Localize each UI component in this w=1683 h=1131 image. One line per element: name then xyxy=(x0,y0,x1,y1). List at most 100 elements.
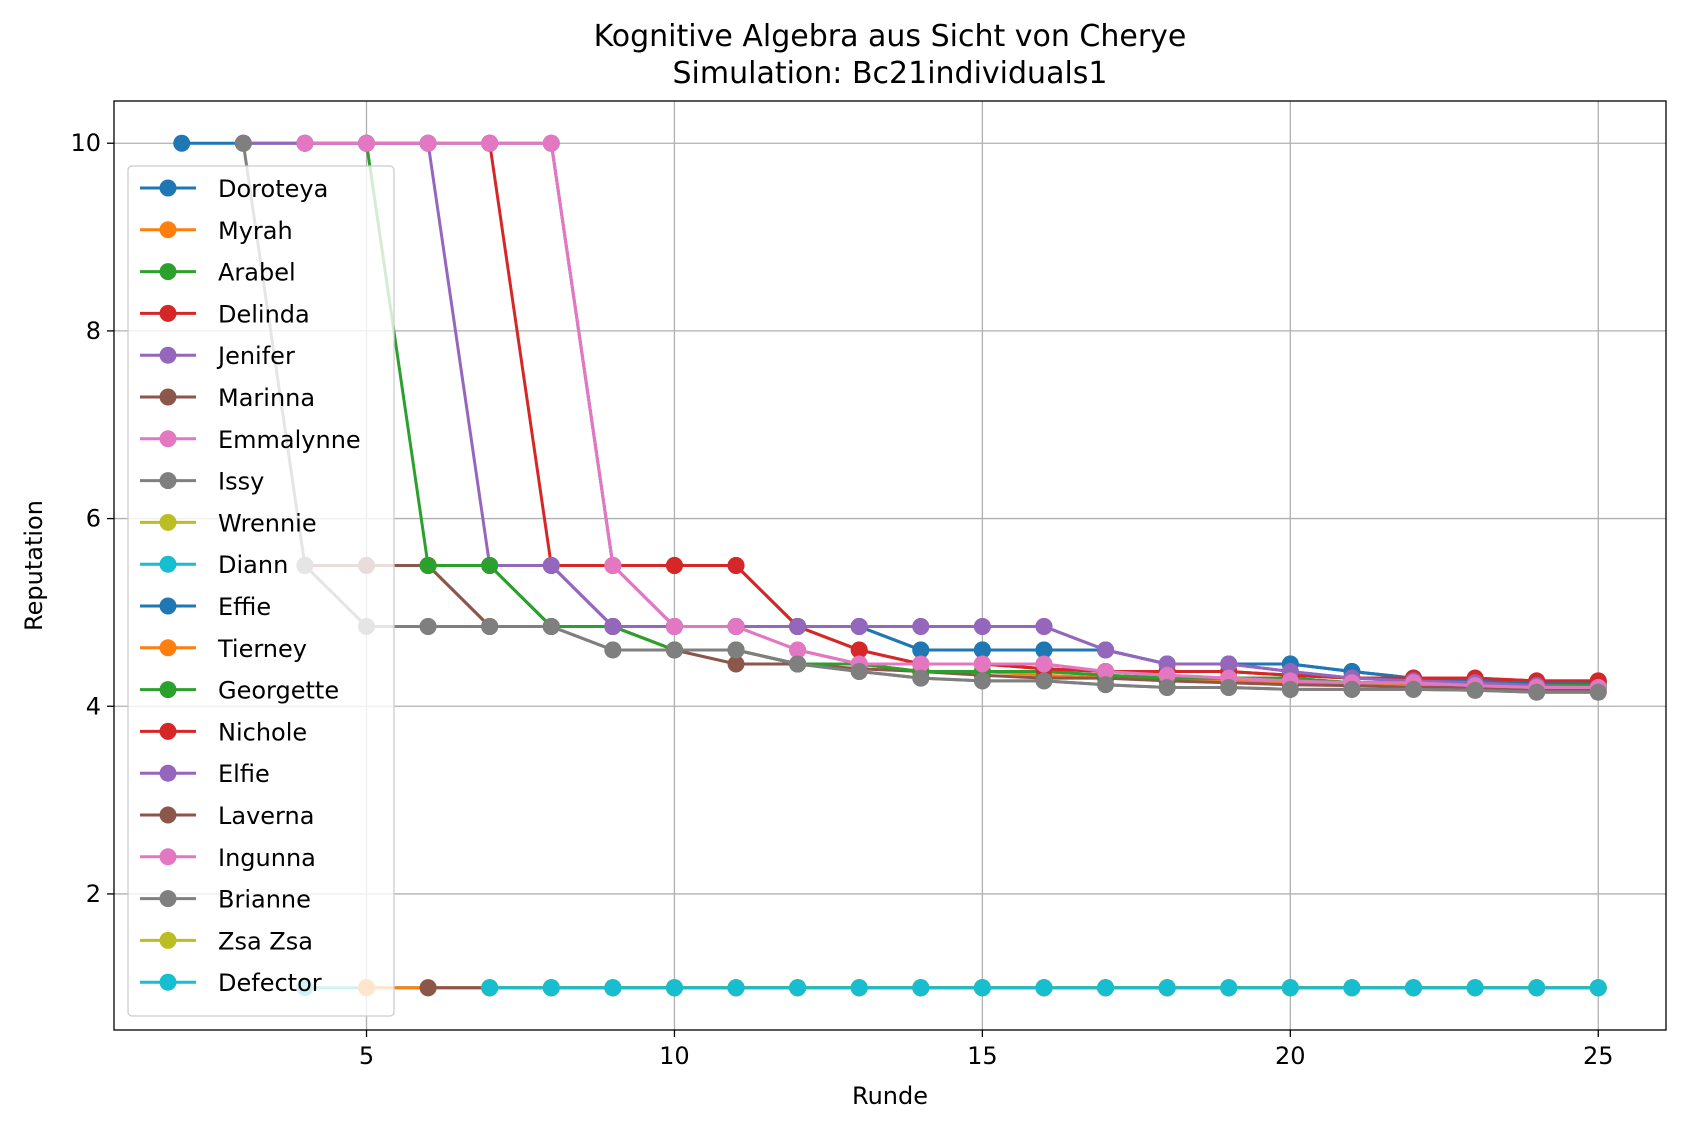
legend-item: Elfie xyxy=(140,760,270,788)
axis-ticks: 5 10 15 20 25 2 4 6 8 10 xyxy=(70,129,1613,1070)
data-point xyxy=(973,641,991,659)
data-point xyxy=(173,134,191,152)
legend-marker xyxy=(159,430,177,448)
series-5 xyxy=(234,134,1607,696)
legend-marker xyxy=(159,848,177,866)
legend-label: Emmalynne xyxy=(218,426,361,454)
data-point xyxy=(850,663,868,681)
data-point xyxy=(1035,617,1053,635)
legend: Doroteya Myrah Arabel Delinda Jenifer Marinna… xyxy=(127,165,395,1017)
legend-frame xyxy=(127,165,395,1017)
data-point xyxy=(1589,979,1607,997)
legend-marker xyxy=(159,179,177,197)
x-tick-label: 20 xyxy=(1275,1042,1306,1070)
data-point xyxy=(542,617,560,635)
data-point xyxy=(358,134,376,152)
data-point xyxy=(789,641,807,659)
legend-label: Zsa Zsa xyxy=(218,927,313,955)
legend-label: Effie xyxy=(218,593,271,621)
data-point xyxy=(1158,666,1176,684)
data-point xyxy=(727,617,745,635)
y-tick-label: 10 xyxy=(70,129,101,157)
data-point xyxy=(850,641,868,659)
legend-item: Emmalynne xyxy=(140,426,361,454)
legend-label: Defector xyxy=(218,969,322,997)
legend-item: Wrennie xyxy=(140,509,317,537)
data-point xyxy=(973,979,991,997)
data-point xyxy=(604,617,622,635)
data-point xyxy=(665,979,683,997)
data-point xyxy=(419,979,437,997)
data-point xyxy=(604,557,622,574)
data-point xyxy=(419,134,437,152)
legend-marker xyxy=(159,388,177,406)
legend-label: Ingunna xyxy=(218,844,316,872)
legend-marker xyxy=(159,597,177,615)
data-point xyxy=(542,557,560,574)
series-line xyxy=(243,141,1599,689)
legend-item: Effie xyxy=(140,593,271,621)
legend-marker xyxy=(159,346,177,364)
legend-marker xyxy=(159,764,177,782)
data-point xyxy=(1035,641,1053,659)
legend-marker xyxy=(159,304,177,322)
legend-item: Tierney xyxy=(140,635,307,663)
legend-item: Zsa Zsa xyxy=(140,927,313,955)
data-point xyxy=(542,134,560,152)
data-point xyxy=(1035,672,1053,690)
legend-marker xyxy=(159,681,177,699)
legend-marker xyxy=(159,221,177,239)
data-point xyxy=(973,672,991,690)
chart-title: Kognitive Algebra aus Sicht von Cherye xyxy=(594,19,1187,54)
data-point xyxy=(1158,979,1176,997)
data-point xyxy=(1220,655,1238,673)
data-point xyxy=(296,134,314,152)
series-line xyxy=(428,625,1599,694)
y-tick-label: 6 xyxy=(86,505,101,533)
series-17 xyxy=(542,134,1607,696)
data-point xyxy=(419,617,437,635)
data-point xyxy=(789,655,807,673)
series-20 xyxy=(481,979,1607,997)
y-axis-label: Reputation xyxy=(20,500,48,631)
x-tick-label: 5 xyxy=(359,1042,374,1070)
data-point xyxy=(912,979,930,997)
data-point xyxy=(481,134,499,152)
x-tick-label: 10 xyxy=(659,1042,690,1070)
legend-item: Jenifer xyxy=(140,342,295,370)
legend-label: Tierney xyxy=(217,635,307,663)
data-point xyxy=(481,557,499,574)
data-point xyxy=(1404,680,1422,698)
data-point xyxy=(1097,676,1115,694)
y-tick-label: 8 xyxy=(86,317,101,345)
data-point xyxy=(542,979,560,997)
data-point xyxy=(1097,979,1115,997)
data-point xyxy=(727,655,745,673)
legend-marker xyxy=(159,806,177,824)
legend-item: Arabel xyxy=(140,259,296,287)
data-point xyxy=(481,617,499,635)
data-point xyxy=(234,134,252,152)
legend-marker xyxy=(159,555,177,573)
data-point xyxy=(1528,683,1546,701)
legend-label: Brianne xyxy=(218,886,311,914)
series-14 xyxy=(665,557,1607,690)
x-axis-label: Runde xyxy=(852,1082,928,1110)
data-point xyxy=(1035,979,1053,997)
chart-subtitle: Simulation: Bc21individuals1 xyxy=(673,56,1108,91)
legend-label: Delinda xyxy=(218,300,310,328)
data-point xyxy=(604,979,622,997)
legend-label: Diann xyxy=(218,551,288,579)
data-point xyxy=(1220,678,1238,696)
data-point xyxy=(1158,678,1176,696)
legend-item: Laverna xyxy=(140,802,314,830)
legend-label: Myrah xyxy=(218,217,293,245)
data-point xyxy=(1343,680,1361,698)
legend-item: Diann xyxy=(140,551,288,579)
legend-marker xyxy=(159,973,177,991)
legend-label: Laverna xyxy=(218,802,314,830)
data-point xyxy=(481,979,499,997)
y-tick-label: 4 xyxy=(86,692,101,720)
legend-item: Ingunna xyxy=(140,844,316,872)
